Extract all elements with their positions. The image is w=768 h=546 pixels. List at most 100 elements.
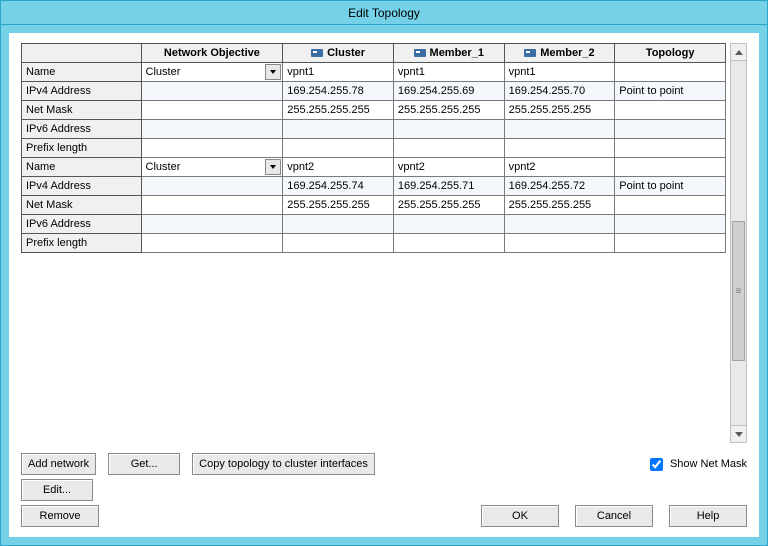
cell-network-objective[interactable]: Cluster	[141, 63, 283, 82]
cell-member2[interactable]	[504, 120, 615, 139]
cell-cluster[interactable]	[283, 139, 394, 158]
cell-cluster[interactable]: vpnt1	[283, 63, 394, 82]
show-net-mask-checkbox[interactable]: Show Net Mask	[646, 455, 747, 474]
cell-topology[interactable]	[615, 234, 726, 253]
header-network-objective[interactable]: Network Objective	[141, 44, 283, 63]
window-title: Edit Topology	[348, 6, 420, 20]
cell-member1[interactable]	[393, 234, 504, 253]
row-header-prefix: Prefix length	[22, 139, 142, 158]
cell-cluster[interactable]: 255.255.255.255	[283, 196, 394, 215]
cell-member1[interactable]: 255.255.255.255	[393, 101, 504, 120]
copy-topology-button[interactable]: Copy topology to cluster interfaces	[192, 453, 375, 475]
help-button[interactable]: Help	[669, 505, 747, 527]
cell-topology[interactable]	[615, 196, 726, 215]
cell-member2[interactable]	[504, 215, 615, 234]
cell-member2[interactable]	[504, 139, 615, 158]
client-area: Network Objective Cluster Member_1 Membe…	[1, 25, 767, 545]
titlebar[interactable]: Edit Topology	[1, 1, 767, 25]
cell-member1[interactable]: vpnt1	[393, 63, 504, 82]
cell-member1[interactable]: 169.254.255.71	[393, 177, 504, 196]
table-row[interactable]: NameClustervpnt2vpnt2vpnt2	[22, 158, 726, 177]
dropdown-button[interactable]	[265, 64, 281, 80]
vertical-scrollbar[interactable]	[730, 43, 747, 443]
header-topology[interactable]: Topology	[615, 44, 726, 63]
table-row[interactable]: IPv6 Address	[22, 215, 726, 234]
cell-topology[interactable]	[615, 63, 726, 82]
cell-member2[interactable]: vpnt1	[504, 63, 615, 82]
cell-cluster[interactable]: 255.255.255.255	[283, 101, 394, 120]
header-member1[interactable]: Member_1	[393, 44, 504, 63]
cell-cluster[interactable]	[283, 120, 394, 139]
cell-topology[interactable]	[615, 158, 726, 177]
button-row-3: Remove OK Cancel Help	[21, 505, 747, 527]
grid-wrap: Network Objective Cluster Member_1 Membe…	[21, 43, 726, 443]
cell-cluster[interactable]: 169.254.255.74	[283, 177, 394, 196]
header-cluster[interactable]: Cluster	[283, 44, 394, 63]
cell-member1[interactable]	[393, 139, 504, 158]
edit-button[interactable]: Edit...	[21, 479, 93, 501]
table-row[interactable]: Net Mask255.255.255.255255.255.255.25525…	[22, 196, 726, 215]
ok-button[interactable]: OK	[481, 505, 559, 527]
header-row: Network Objective Cluster Member_1 Membe…	[22, 44, 726, 63]
cell-topology[interactable]: Point to point	[615, 177, 726, 196]
cell-member2[interactable]: 169.254.255.70	[504, 82, 615, 101]
cell-topology[interactable]: Point to point	[615, 82, 726, 101]
cell-member2[interactable]: vpnt2	[504, 158, 615, 177]
row-header-ipv4: IPv4 Address	[22, 177, 142, 196]
button-row-2: Edit...	[21, 479, 747, 501]
cell-network-objective	[141, 120, 283, 139]
cell-cluster[interactable]: 169.254.255.78	[283, 82, 394, 101]
row-header-name: Name	[22, 158, 142, 177]
cell-member1[interactable]: 169.254.255.69	[393, 82, 504, 101]
cell-member2[interactable]	[504, 234, 615, 253]
cell-network-objective	[141, 139, 283, 158]
cell-network-objective	[141, 177, 283, 196]
cell-member1[interactable]: 255.255.255.255	[393, 196, 504, 215]
cell-network-objective[interactable]: Cluster	[141, 158, 283, 177]
cell-cluster[interactable]	[283, 234, 394, 253]
nic-icon	[311, 49, 323, 57]
cell-cluster[interactable]: vpnt2	[283, 158, 394, 177]
table-area: Network Objective Cluster Member_1 Membe…	[21, 43, 747, 443]
row-header-ipv6: IPv6 Address	[22, 120, 142, 139]
cell-network-objective	[141, 101, 283, 120]
show-net-mask-input[interactable]	[650, 458, 663, 471]
dropdown-button[interactable]	[265, 159, 281, 175]
topology-grid: Network Objective Cluster Member_1 Membe…	[21, 43, 726, 253]
scroll-down-arrow[interactable]	[731, 425, 746, 442]
table-row[interactable]: IPv4 Address 169.254.255.74169.254.255.71…	[22, 177, 726, 196]
row-header-ipv6: IPv6 Address	[22, 215, 142, 234]
remove-button[interactable]: Remove	[21, 505, 99, 527]
cell-topology[interactable]	[615, 215, 726, 234]
scroll-up-arrow[interactable]	[731, 44, 746, 61]
cell-cluster[interactable]	[283, 215, 394, 234]
table-row[interactable]: Net Mask255.255.255.255255.255.255.25525…	[22, 101, 726, 120]
get-button[interactable]: Get...	[108, 453, 180, 475]
row-header-netmask: Net Mask	[22, 101, 142, 120]
header-member2[interactable]: Member_2	[504, 44, 615, 63]
cell-network-objective	[141, 82, 283, 101]
header-corner	[22, 44, 142, 63]
table-row[interactable]: Prefix length	[22, 234, 726, 253]
table-row[interactable]: IPv6 Address	[22, 120, 726, 139]
edit-topology-window: Edit Topology Network Objective Cluster	[0, 0, 768, 546]
cancel-button[interactable]: Cancel	[575, 505, 653, 527]
scroll-thumb[interactable]	[732, 221, 745, 361]
cell-topology[interactable]	[615, 101, 726, 120]
cell-topology[interactable]	[615, 139, 726, 158]
add-network-button[interactable]: Add network	[21, 453, 96, 475]
cell-member1[interactable]	[393, 215, 504, 234]
cell-member2[interactable]: 255.255.255.255	[504, 101, 615, 120]
table-row[interactable]: Prefix length	[22, 139, 726, 158]
cell-member2[interactable]: 169.254.255.72	[504, 177, 615, 196]
table-row[interactable]: IPv4 Address169.254.255.78169.254.255.69…	[22, 82, 726, 101]
cell-member1[interactable]: vpnt2	[393, 158, 504, 177]
nic-icon	[414, 49, 426, 57]
scroll-track[interactable]	[731, 61, 746, 425]
cell-topology[interactable]	[615, 120, 726, 139]
cell-member1[interactable]	[393, 120, 504, 139]
inner-panel: Network Objective Cluster Member_1 Membe…	[9, 33, 759, 537]
cell-network-objective	[141, 196, 283, 215]
cell-member2[interactable]: 255.255.255.255	[504, 196, 615, 215]
table-row[interactable]: NameClustervpnt1vpnt1vpnt1	[22, 63, 726, 82]
